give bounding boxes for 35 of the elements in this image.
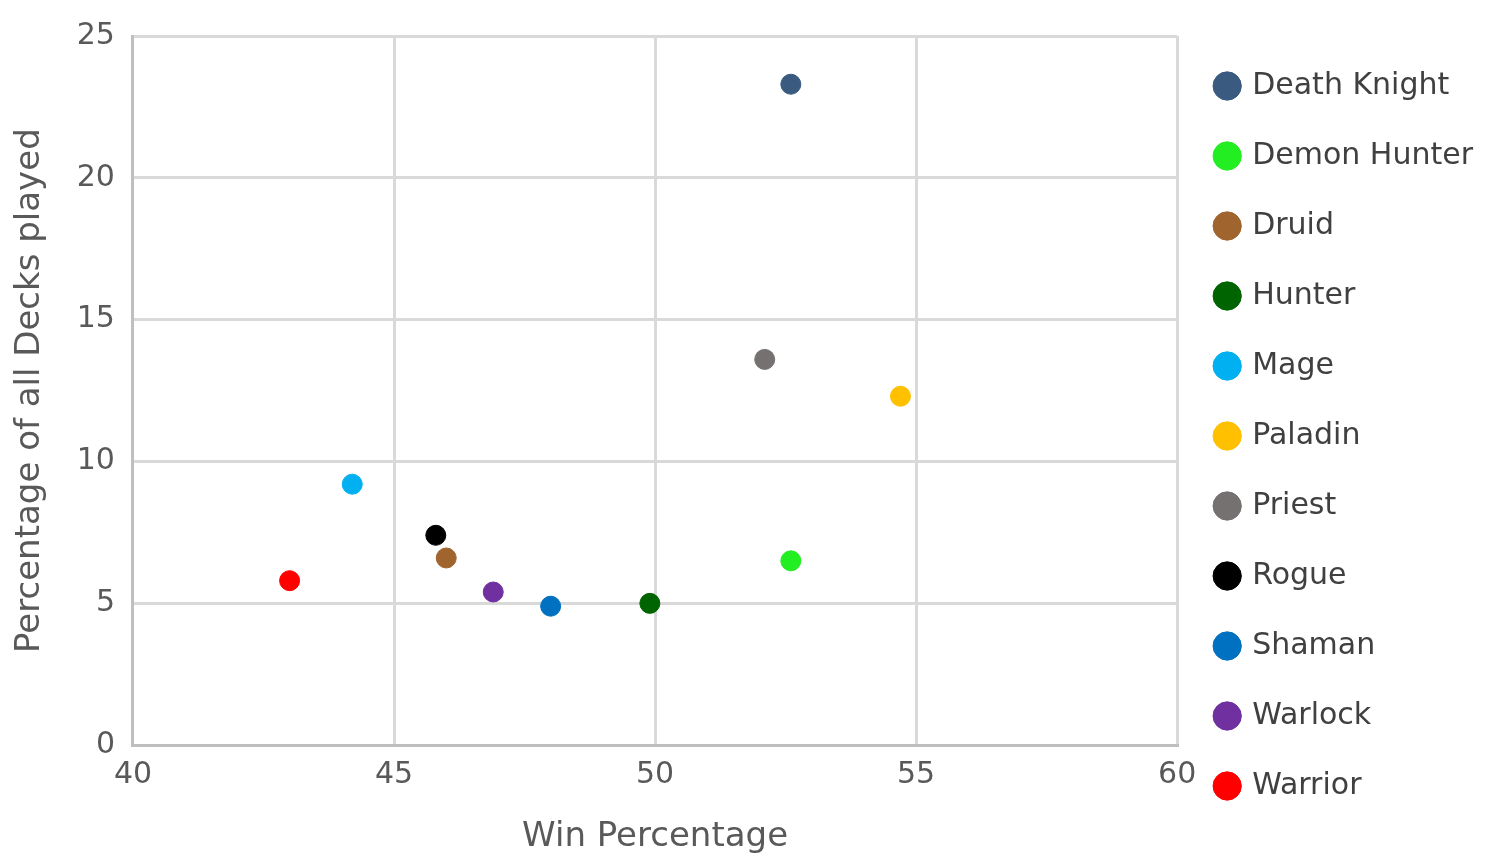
x-tick-label: 50: [635, 755, 675, 790]
y-tick-label: 5: [95, 583, 115, 619]
legend-label: Priest: [1252, 485, 1337, 521]
y-tick-label: 15: [76, 299, 115, 335]
x-tick-label: 40: [113, 755, 153, 790]
point: [435, 547, 457, 569]
legend-label: Warlock: [1252, 695, 1372, 731]
point: [279, 570, 301, 592]
point: [425, 524, 447, 546]
y-tick-label: 10: [76, 441, 115, 477]
point: [780, 73, 802, 95]
point: [780, 550, 802, 572]
legend-label: Death Knight: [1252, 65, 1450, 101]
point: [754, 348, 776, 370]
legend-label: Hunter: [1252, 275, 1356, 311]
y-tick-label: 25: [76, 15, 115, 51]
legend-label: Shaman: [1252, 625, 1376, 661]
y-tick-label: 20: [76, 157, 115, 193]
legend-label: Paladin: [1252, 415, 1361, 451]
point: [639, 592, 661, 614]
point: [889, 385, 911, 407]
legend-label: Druid: [1252, 205, 1334, 241]
y-axis-title: Percentage of all Decks played: [7, 128, 48, 653]
point: [341, 473, 363, 495]
legend-label: Demon Hunter: [1252, 135, 1474, 171]
y-tick-label: 0: [95, 725, 115, 760]
x-tick-label: 55: [897, 755, 936, 790]
legend-label: Warrior: [1252, 765, 1363, 801]
x-axis-title: Win Percentage: [522, 814, 789, 855]
point: [482, 581, 504, 603]
legend-label: Mage: [1252, 345, 1334, 381]
x-tick-label: 60: [1158, 755, 1197, 790]
x-tick-label: 45: [374, 755, 414, 790]
legend-label: Rogue: [1252, 555, 1347, 591]
point: [540, 595, 562, 617]
